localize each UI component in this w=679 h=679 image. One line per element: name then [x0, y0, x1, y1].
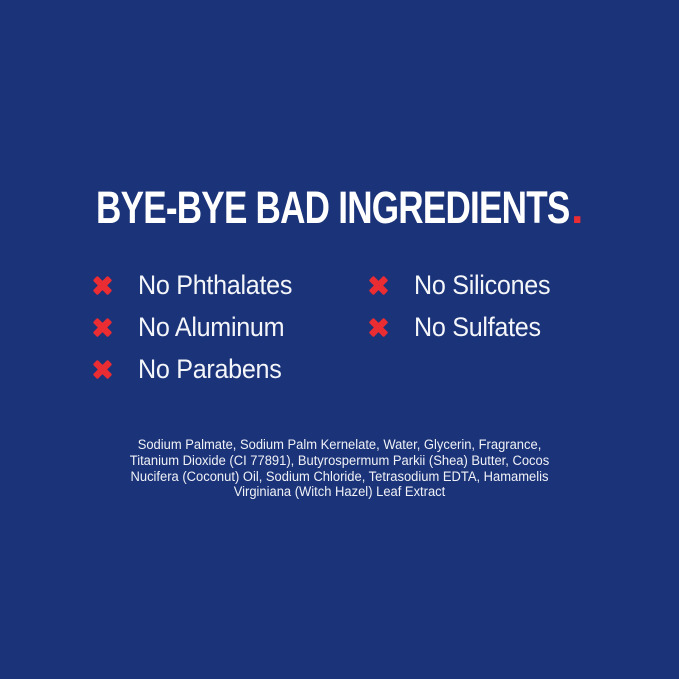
x-mark-icon [92, 317, 113, 338]
x-mark-icon [368, 275, 389, 296]
x-mark-icon [92, 275, 113, 296]
claims-column-left: No Phthalates No Aluminum [92, 264, 304, 390]
claim-item-no-aluminum: No Aluminum [92, 306, 304, 348]
claims-column-right: No Silicones No Sulfates [368, 264, 560, 348]
claim-item-no-sulfates: No Sulfates [368, 306, 560, 348]
ingredients-line: Titanium Dioxide (CI 77891), Butyrosperm… [129, 452, 550, 468]
ingredients-line: Nucifera (Coconut) Oil, Sodium Chloride,… [130, 468, 549, 484]
heading-text: BYE-BYE BAD INGREDIENTS [96, 182, 570, 233]
claim-label: No Sulfates [414, 311, 541, 342]
claim-item-no-parabens: No Parabens [92, 348, 304, 390]
x-mark-icon [368, 317, 389, 338]
ingredients-list: Sodium Palmate, Sodium Palm Kernelate, W… [0, 437, 679, 500]
claim-label: No Parabens [138, 353, 282, 384]
heading-period: . [571, 182, 583, 233]
claim-item-no-silicones: No Silicones [368, 264, 560, 306]
page-title: BYE-BYE BAD INGREDIENTS. [96, 182, 584, 233]
claim-label: No Aluminum [138, 311, 285, 342]
x-mark-icon [92, 359, 113, 380]
claim-label: No Silicones [414, 269, 551, 300]
ingredients-line: Sodium Palmate, Sodium Palm Kernelate, W… [137, 437, 542, 452]
claim-label: No Phthalates [138, 269, 293, 300]
claim-item-no-phthalates: No Phthalates [92, 264, 304, 306]
ingredients-line: Virginiana (Witch Hazel) Leaf Extract [233, 484, 446, 500]
